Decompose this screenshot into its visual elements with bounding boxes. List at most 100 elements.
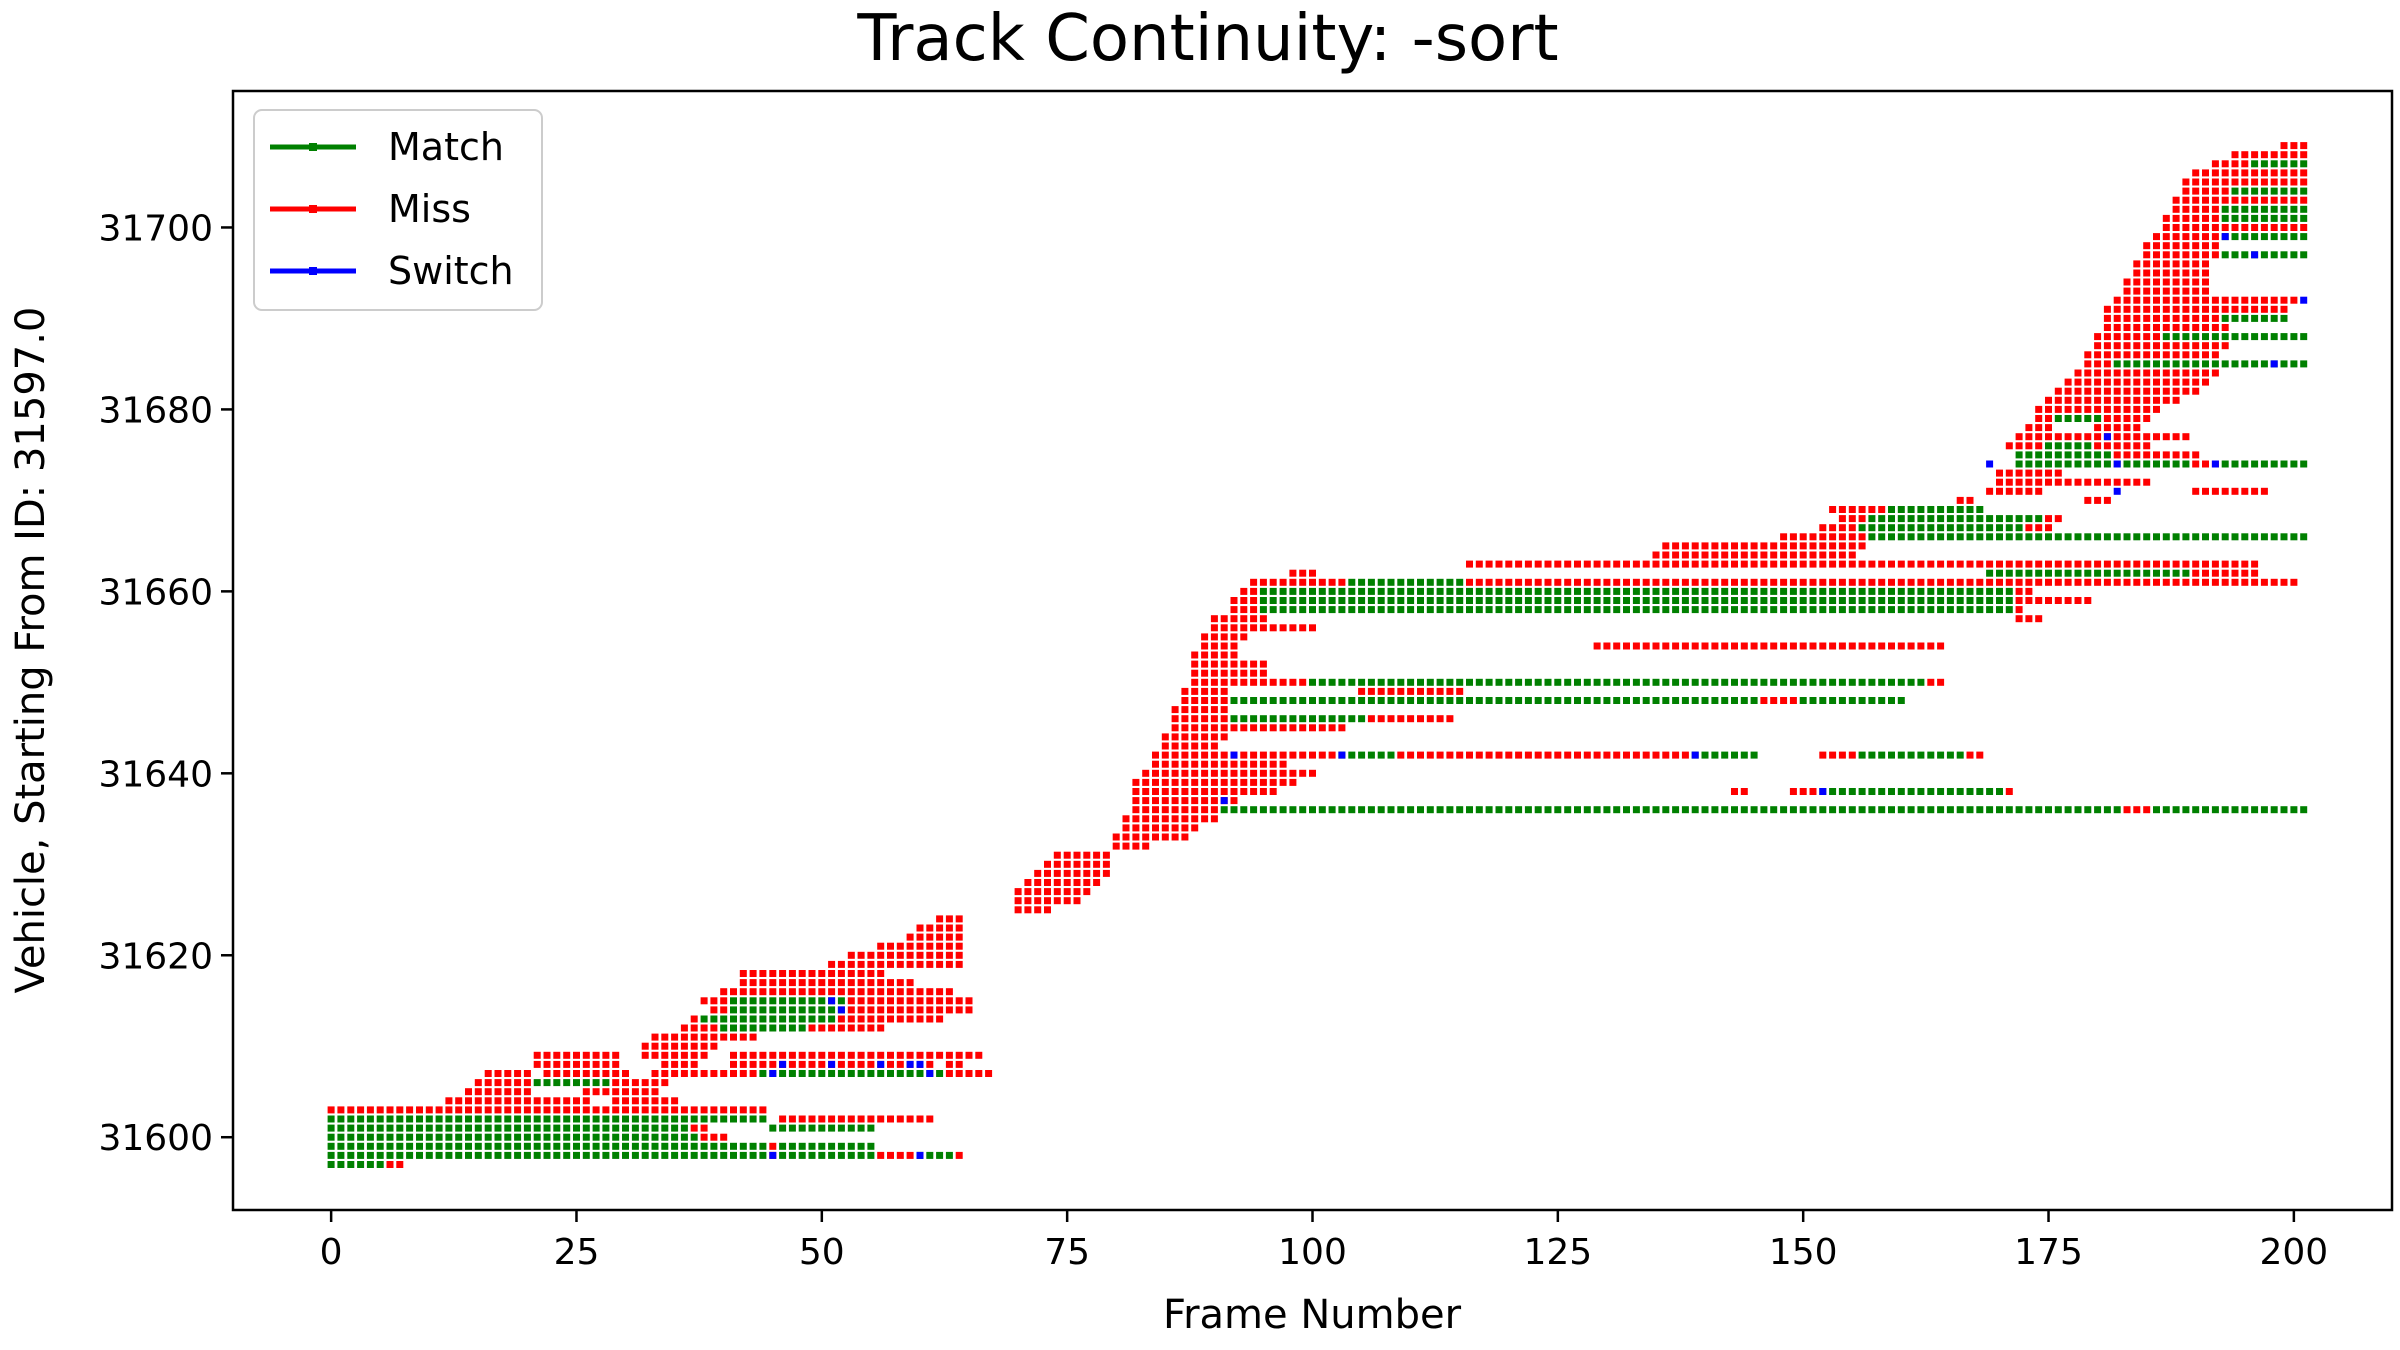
miss-point (2143, 578, 2151, 586)
match-point (1436, 606, 1444, 614)
match-point (1387, 678, 1395, 686)
match-point (386, 1142, 394, 1150)
match-point (1623, 606, 1630, 614)
miss-point (1201, 778, 1209, 786)
miss-point (828, 960, 836, 968)
miss-point (1210, 778, 1218, 786)
miss-point (916, 924, 924, 932)
miss-point (592, 1106, 600, 1114)
match-point (1240, 697, 1248, 704)
match-point (1328, 597, 1336, 604)
miss-point (798, 1051, 806, 1059)
miss-point (2094, 405, 2102, 413)
match-point (582, 1133, 590, 1141)
match-point (455, 1115, 463, 1123)
miss-point (857, 988, 865, 996)
switch-point (2300, 296, 2308, 304)
match-point (2074, 806, 2082, 814)
miss-point (2103, 342, 2111, 350)
miss-point (1593, 642, 1601, 650)
miss-point (386, 1161, 394, 1168)
miss-point (573, 1106, 580, 1114)
miss-point (2162, 433, 2170, 441)
miss-point (2172, 342, 2180, 350)
miss-point (1210, 724, 1218, 732)
miss-point (2094, 478, 2102, 486)
miss-point (514, 1088, 522, 1096)
miss-point (2143, 305, 2151, 313)
match-point (1387, 697, 1395, 704)
miss-point (1171, 706, 1179, 714)
match-point (1367, 597, 1375, 604)
match-point (1907, 524, 1915, 532)
match-point (337, 1142, 345, 1150)
miss-point (2025, 442, 2033, 450)
miss-point (1789, 542, 1797, 550)
miss-point (1681, 542, 1689, 550)
miss-point (1259, 760, 1267, 768)
miss-point (730, 1106, 737, 1114)
miss-point (906, 942, 914, 950)
match-point (573, 1124, 580, 1132)
match-point (2054, 451, 2062, 459)
y-tick-label: 31700 (98, 208, 213, 249)
miss-point (2202, 205, 2209, 213)
match-point (1848, 606, 1856, 614)
match-point (779, 997, 787, 1005)
match-point (582, 1142, 590, 1150)
match-point (867, 1142, 875, 1150)
miss-point (965, 1051, 973, 1059)
match-point (730, 997, 737, 1005)
miss-point (533, 1106, 541, 1114)
match-point (1613, 678, 1621, 686)
match-point (1946, 606, 1954, 614)
match-point (896, 1070, 904, 1077)
miss-point (2202, 169, 2209, 177)
miss-point (1259, 751, 1267, 759)
match-point (592, 1079, 600, 1087)
miss-point (671, 1051, 679, 1059)
match-point (2015, 533, 2023, 541)
miss-point (887, 1115, 894, 1123)
miss-point (2143, 296, 2151, 304)
match-point (1318, 697, 1326, 704)
match-point (1927, 515, 1935, 523)
miss-point (1809, 542, 1817, 550)
match-point (2054, 415, 2062, 422)
match-point (837, 1151, 845, 1159)
match-point (1436, 578, 1444, 586)
match-point (494, 1115, 502, 1123)
miss-point (2260, 296, 2268, 304)
miss-point (1024, 897, 1032, 905)
miss-point (769, 970, 777, 977)
switch-point (1220, 797, 1228, 805)
miss-point (1701, 560, 1709, 568)
match-point (1937, 751, 1945, 759)
miss-point (1721, 560, 1729, 568)
match-point (1878, 515, 1886, 523)
miss-point (1407, 715, 1415, 723)
match-point (2231, 187, 2239, 195)
match-point (1505, 606, 1513, 614)
miss-point (671, 1097, 679, 1105)
match-point (612, 1115, 620, 1123)
match-point (2045, 569, 2052, 577)
miss-point (2103, 369, 2111, 377)
miss-point (1240, 633, 1248, 641)
miss-point (465, 1097, 472, 1105)
miss-point (926, 988, 934, 996)
miss-point (1171, 769, 1179, 777)
miss-point (1731, 551, 1738, 559)
match-point (2251, 314, 2259, 322)
match-point (1436, 697, 1444, 704)
miss-point (1142, 788, 1150, 795)
match-point (1269, 697, 1277, 704)
miss-point (2280, 142, 2288, 150)
miss-point (1259, 724, 1267, 732)
miss-point (2182, 314, 2190, 322)
miss-point (2133, 442, 2141, 450)
miss-point (690, 1106, 698, 1114)
miss-point (2211, 314, 2219, 322)
miss-point (955, 915, 963, 923)
miss-point (690, 1015, 698, 1023)
